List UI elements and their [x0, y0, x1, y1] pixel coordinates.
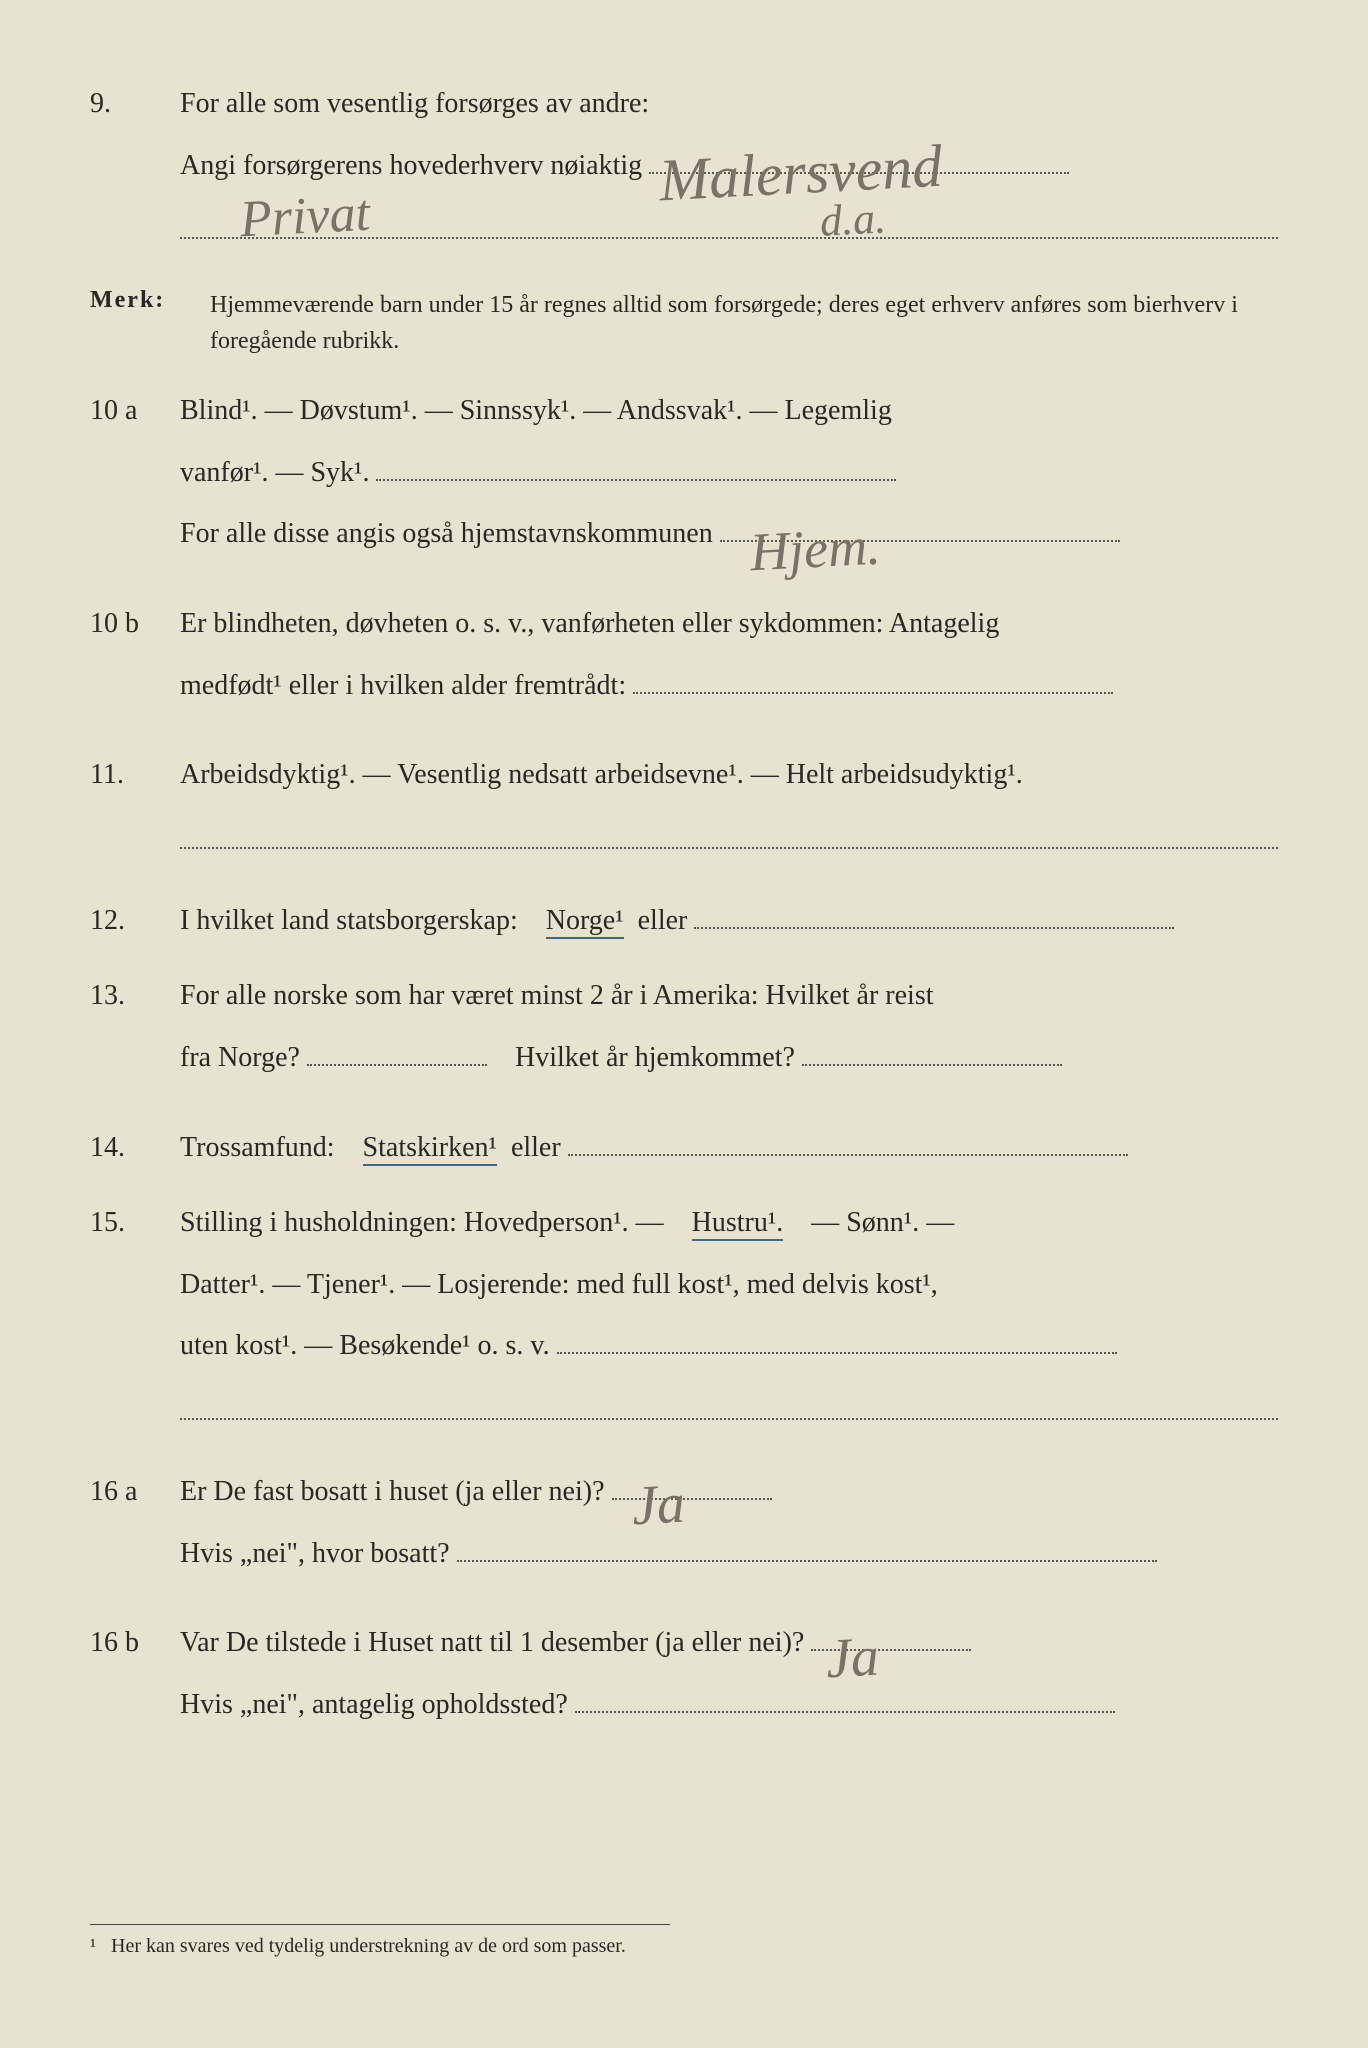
footnote: ¹ Her kan svares ved tydelig understrekn…: [90, 1924, 670, 1958]
q16b-blank2[interactable]: [575, 1711, 1115, 1713]
q16a-line1: Er De fast bosatt i huset (ja eller nei)…: [180, 1468, 1278, 1516]
q14-suffix: eller: [511, 1132, 561, 1163]
q16b-line1: Var De tilstede i Huset natt til 1 desem…: [180, 1619, 1278, 1667]
q16a-handwritten: Ja: [629, 1457, 687, 1555]
q16a-number: 16 a: [90, 1468, 180, 1591]
q11-content: Arbeidsdyktig¹. — Vesentlig nedsatt arbe…: [180, 751, 1278, 869]
question-11: 11. Arbeidsdyktig¹. — Vesentlig nedsatt …: [90, 751, 1278, 869]
q14-blank[interactable]: [568, 1154, 1128, 1156]
q13-line2b: Hvilket år hjemkommet?: [515, 1042, 795, 1073]
census-form-page: 9. For alle som vesentlig forsørges av a…: [90, 80, 1278, 1988]
q15-content: Stilling i husholdningen: Hovedperson¹. …: [180, 1199, 1278, 1440]
q15-line1a: Stilling i husholdningen: Hovedperson¹. …: [180, 1207, 664, 1238]
q9-line1: For alle som vesentlig forsørges av andr…: [180, 80, 1278, 128]
q13-line2a: fra Norge?: [180, 1042, 300, 1073]
q11-number: 11.: [90, 751, 180, 869]
q10a-line2-prefix: vanfør¹. — Syk¹.: [180, 457, 369, 488]
q16b-line2-prefix: Hvis „nei", antagelig opholdssted?: [180, 1689, 568, 1720]
q9-blank1[interactable]: Malersvend: [649, 172, 1069, 174]
q14-underlined: Statskirken¹: [363, 1132, 497, 1166]
q14-number: 14.: [90, 1124, 180, 1172]
q16a-line2-prefix: Hvis „nei", hvor bosatt?: [180, 1538, 450, 1569]
question-12: 12. I hvilket land statsborgerskap: Norg…: [90, 897, 1278, 945]
merk-label: Merk:: [90, 287, 210, 359]
q10a-line2: vanfør¹. — Syk¹.: [180, 449, 1278, 497]
q12-suffix: eller: [638, 905, 688, 936]
q12-blank[interactable]: [694, 927, 1174, 929]
q9-blank2[interactable]: Privat d.a.: [180, 203, 1278, 239]
question-9: 9. For alle som vesentlig forsørges av a…: [90, 80, 1278, 259]
q12-content: I hvilket land statsborgerskap: Norge¹ e…: [180, 897, 1278, 945]
q10a-blank1[interactable]: [376, 479, 896, 481]
q10b-blank[interactable]: [633, 692, 1113, 694]
q16a-blank2[interactable]: [457, 1560, 1157, 1562]
q16a-line2: Hvis „nei", hvor bosatt?: [180, 1530, 1278, 1578]
question-14: 14. Trossamfund: Statskirken¹ eller: [90, 1124, 1278, 1172]
q15-line3: uten kost¹. — Besøkende¹ o. s. v.: [180, 1322, 1278, 1370]
q13-blank2[interactable]: [802, 1064, 1062, 1066]
q12-prefix: I hvilket land statsborgerskap:: [180, 905, 518, 936]
footnote-text: Her kan svares ved tydelig understreknin…: [111, 1935, 626, 1957]
q9-content: For alle som vesentlig forsørges av andr…: [180, 80, 1278, 259]
q10b-line1: Er blindheten, døvheten o. s. v., vanfør…: [180, 600, 1278, 648]
question-10a: 10 a Blind¹. — Døvstum¹. — Sinnssyk¹. — …: [90, 387, 1278, 572]
q13-content: For alle norske som har været minst 2 år…: [180, 972, 1278, 1095]
q15-line2: Datter¹. — Tjener¹. — Losjerende: med fu…: [180, 1261, 1278, 1309]
q12-underlined: Norge¹: [546, 905, 624, 939]
q10a-line3-prefix: For alle disse angis også hjemstavnskomm…: [180, 518, 713, 549]
q16a-line1-prefix: Er De fast bosatt i huset (ja eller nei)…: [180, 1476, 605, 1507]
q11-text: Arbeidsdyktig¹. — Vesentlig nedsatt arbe…: [180, 751, 1278, 799]
q10b-content: Er blindheten, døvheten o. s. v., vanfør…: [180, 600, 1278, 723]
q10a-handwritten: Hjem.: [747, 501, 882, 599]
q10b-line2-prefix: medfødt¹ eller i hvilken alder fremtrådt…: [180, 670, 626, 701]
q10b-number: 10 b: [90, 600, 180, 723]
q16b-line2: Hvis „nei", antagelig opholdssted?: [180, 1681, 1278, 1729]
q14-content: Trossamfund: Statskirken¹ eller: [180, 1124, 1278, 1172]
question-16b: 16 b Var De tilstede i Huset natt til 1 …: [90, 1619, 1278, 1742]
q16a-content: Er De fast bosatt i huset (ja eller nei)…: [180, 1468, 1278, 1591]
q9-handwritten-right: d.a.: [818, 182, 888, 260]
q10a-number: 10 a: [90, 387, 180, 572]
q15-blank2[interactable]: [180, 1384, 1278, 1420]
q15-line1b: — Sønn¹. —: [811, 1207, 954, 1238]
merk-note: Merk: Hjemmeværende barn under 15 år reg…: [90, 287, 1278, 359]
q16b-blank1[interactable]: Ja: [811, 1649, 971, 1651]
q13-number: 13.: [90, 972, 180, 1095]
q9-number: 9.: [90, 80, 180, 259]
question-16a: 16 a Er De fast bosatt i huset (ja eller…: [90, 1468, 1278, 1591]
q16b-content: Var De tilstede i Huset natt til 1 desem…: [180, 1619, 1278, 1742]
q13-blank1[interactable]: [307, 1064, 487, 1066]
q15-line1: Stilling i husholdningen: Hovedperson¹. …: [180, 1199, 1278, 1247]
q9-handwritten-left: Privat: [238, 170, 372, 265]
q13-line2: fra Norge? Hvilket år hjemkommet?: [180, 1034, 1278, 1082]
q16b-handwritten: Ja: [824, 1610, 882, 1708]
q16a-blank1[interactable]: Ja: [612, 1498, 772, 1500]
question-13: 13. For alle norske som har været minst …: [90, 972, 1278, 1095]
q10a-blank2[interactable]: Hjem.: [720, 540, 1120, 542]
q10a-content: Blind¹. — Døvstum¹. — Sinnssyk¹. — Andss…: [180, 387, 1278, 572]
q11-blank[interactable]: [180, 813, 1278, 849]
q16b-number: 16 b: [90, 1619, 180, 1742]
question-10b: 10 b Er blindheten, døvheten o. s. v., v…: [90, 600, 1278, 723]
q15-number: 15.: [90, 1199, 180, 1440]
q10a-line3: For alle disse angis også hjemstavnskomm…: [180, 510, 1278, 558]
q10a-line1: Blind¹. — Døvstum¹. — Sinnssyk¹. — Andss…: [180, 387, 1278, 435]
question-15: 15. Stilling i husholdningen: Hovedperso…: [90, 1199, 1278, 1440]
q15-underlined: Hustru¹.: [692, 1207, 784, 1241]
q14-prefix: Trossamfund:: [180, 1132, 335, 1163]
q13-line1: For alle norske som har været minst 2 år…: [180, 972, 1278, 1020]
q15-line3-prefix: uten kost¹. — Besøkende¹ o. s. v.: [180, 1330, 550, 1361]
merk-text: Hjemmeværende barn under 15 år regnes al…: [210, 287, 1278, 359]
q12-number: 12.: [90, 897, 180, 945]
q16b-line1-prefix: Var De tilstede i Huset natt til 1 desem…: [180, 1627, 804, 1658]
footnote-marker: ¹: [90, 1935, 96, 1957]
q10b-line2: medfødt¹ eller i hvilken alder fremtrådt…: [180, 662, 1278, 710]
q15-blank1[interactable]: [557, 1352, 1117, 1354]
